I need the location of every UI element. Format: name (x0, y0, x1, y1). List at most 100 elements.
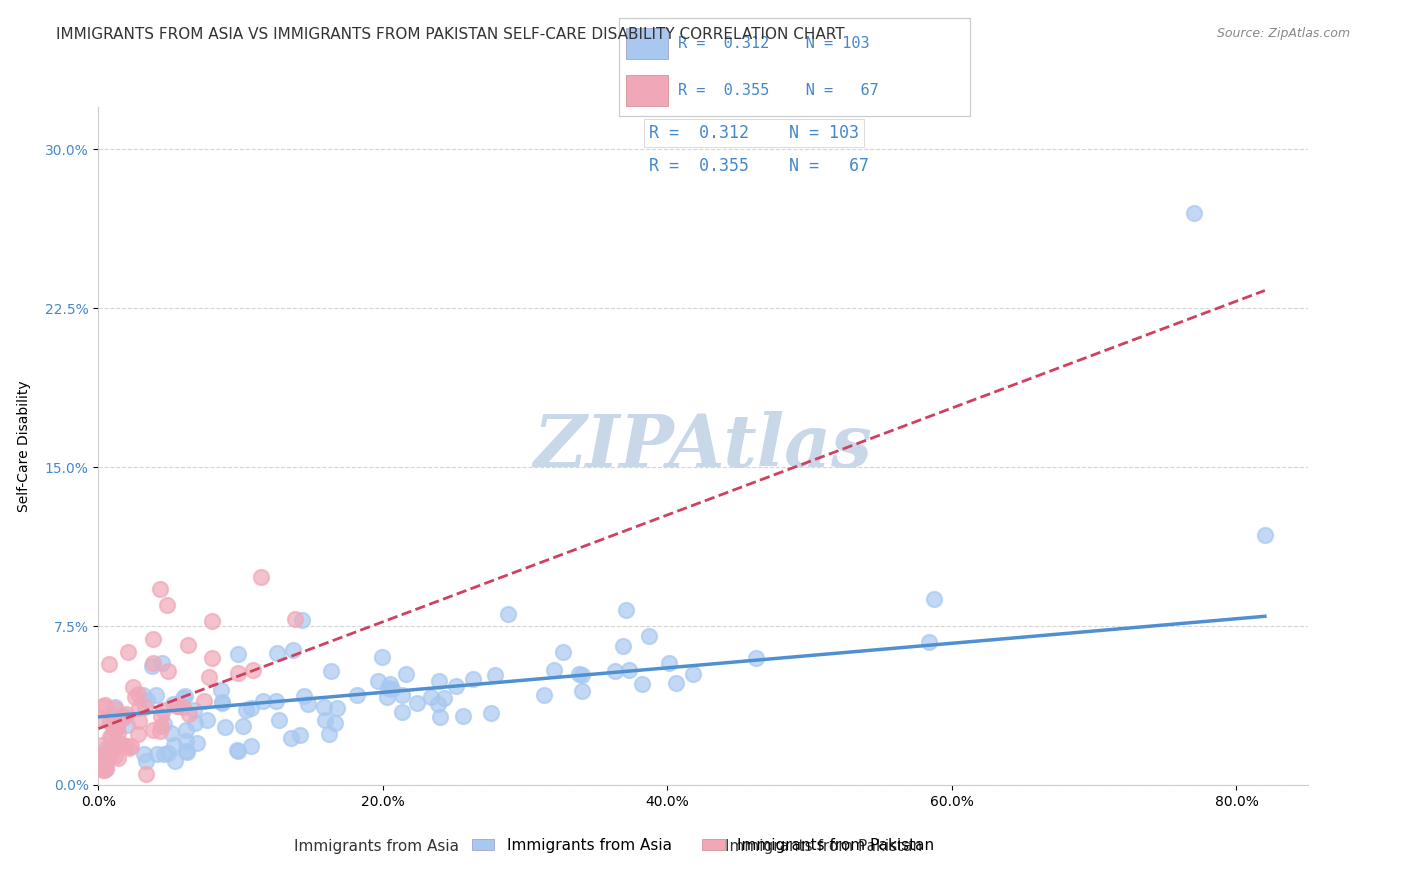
Immigrants from Asia (94, 762, 117, 776)
Immigrants from Asia (146, 747, 169, 761)
Immigrants from Asia (922, 592, 945, 607)
Text: R =  0.355    N =   67: R = 0.355 N = 67 (648, 158, 869, 176)
Immigrants from Asia (614, 603, 637, 617)
Immigrants from Asia (395, 667, 418, 681)
Immigrants from Pakistan (124, 690, 146, 704)
Immigrants from Pakistan (127, 727, 149, 741)
Text: Immigrants from Pakistan: Immigrants from Pakistan (725, 839, 922, 855)
Immigrants from Asia (420, 690, 443, 704)
Immigrants from Pakistan (115, 707, 138, 722)
Immigrants from Asia (444, 680, 467, 694)
Text: R =  0.312    N = 103: R = 0.312 N = 103 (678, 36, 870, 51)
Immigrants from Pakistan (103, 748, 125, 763)
Immigrants from Asia (605, 664, 627, 678)
Immigrants from Pakistan (93, 763, 115, 777)
Immigrants from Asia (104, 724, 127, 739)
Immigrants from Asia (264, 694, 287, 708)
Immigrants from Pakistan (201, 615, 224, 629)
Immigrants from Pakistan (193, 694, 215, 708)
Immigrants from Asia (112, 709, 135, 723)
Immigrants from Asia (481, 706, 503, 720)
Immigrants from Asia (94, 742, 117, 756)
Immigrants from Asia (186, 736, 208, 750)
Immigrants from Pakistan (112, 711, 135, 725)
Immigrants from Asia (197, 714, 219, 728)
Immigrants from Asia (163, 738, 186, 752)
Immigrants from Pakistan (117, 645, 139, 659)
Immigrants from Asia (484, 668, 506, 682)
Text: Immigrants from Asia: Immigrants from Asia (294, 839, 458, 855)
Immigrants from Asia (568, 667, 591, 681)
Immigrants from Asia (172, 691, 194, 706)
Immigrants from Pakistan (90, 759, 112, 773)
Immigrants from Pakistan (128, 714, 150, 728)
Immigrants from Asia (665, 676, 688, 690)
Immigrants from Asia (543, 663, 565, 677)
Immigrants from Pakistan (166, 699, 188, 714)
Immigrants from Pakistan (127, 687, 149, 701)
Immigrants from Asia (391, 705, 413, 719)
Immigrants from Asia (612, 640, 634, 654)
Legend: Immigrants from Asia, Immigrants from Pakistan: Immigrants from Asia, Immigrants from Pa… (465, 831, 941, 859)
Immigrants from Asia (533, 688, 555, 702)
Immigrants from Asia (239, 701, 262, 715)
Immigrants from Asia (152, 656, 174, 670)
Immigrants from Pakistan (104, 702, 127, 716)
Immigrants from Asia (281, 643, 304, 657)
Immigrants from Pakistan (91, 738, 114, 752)
Immigrants from Pakistan (94, 746, 117, 760)
Immigrants from Asia (173, 689, 195, 703)
Immigrants from Asia (367, 673, 389, 688)
Immigrants from Asia (153, 716, 176, 731)
Immigrants from Asia (153, 747, 176, 761)
Immigrants from Asia (141, 659, 163, 673)
Immigrants from Asia (426, 698, 449, 712)
Immigrants from Asia (134, 747, 156, 761)
Immigrants from Asia (291, 613, 314, 627)
Immigrants from Asia (682, 667, 704, 681)
Immigrants from Pakistan (114, 739, 136, 753)
Immigrants from Asia (104, 720, 127, 734)
Immigrants from Pakistan (114, 739, 136, 753)
Immigrants from Pakistan (142, 656, 165, 670)
Immigrants from Asia (638, 629, 661, 643)
Immigrants from Asia (209, 682, 232, 697)
Immigrants from Asia (183, 703, 205, 717)
Immigrants from Asia (318, 727, 340, 741)
Immigrants from Pakistan (149, 719, 172, 733)
Immigrants from Pakistan (107, 726, 129, 740)
Immigrants from Asia (174, 723, 197, 737)
Immigrants from Asia (101, 708, 124, 723)
Immigrants from Asia (135, 754, 157, 768)
Immigrants from Pakistan (249, 570, 271, 584)
Immigrants from Pakistan (103, 723, 125, 737)
Immigrants from Pakistan (98, 715, 121, 730)
Immigrants from Asia (104, 699, 127, 714)
Immigrants from Pakistan (179, 707, 201, 722)
Immigrants from Pakistan (104, 719, 127, 733)
Immigrants from Pakistan (149, 582, 172, 596)
Immigrants from Asia (174, 744, 197, 758)
Immigrants from Asia (176, 745, 198, 759)
Immigrants from Asia (163, 754, 186, 768)
Immigrants from Pakistan (97, 746, 120, 760)
Immigrants from Asia (226, 744, 249, 758)
Text: Source: ZipAtlas.com: Source: ZipAtlas.com (1216, 27, 1350, 40)
Immigrants from Asia (391, 688, 413, 702)
Immigrants from Pakistan (120, 739, 142, 753)
Immigrants from Asia (658, 656, 681, 670)
Immigrants from Asia (159, 725, 181, 739)
Immigrants from Pakistan (105, 721, 128, 735)
Immigrants from Pakistan (105, 718, 128, 732)
Immigrants from Asia (235, 703, 257, 717)
Immigrants from Asia (174, 734, 197, 748)
Immigrants from Asia (226, 743, 249, 757)
Immigrants from Asia (405, 696, 427, 710)
Immigrants from Asia (617, 663, 640, 677)
Immigrants from Asia (145, 689, 167, 703)
Immigrants from Pakistan (135, 767, 157, 781)
Immigrants from Asia (211, 695, 233, 709)
Text: ZIPAtlas: ZIPAtlas (534, 410, 872, 482)
Immigrants from Pakistan (100, 730, 122, 744)
Text: R =  0.312    N = 103: R = 0.312 N = 103 (648, 124, 859, 142)
